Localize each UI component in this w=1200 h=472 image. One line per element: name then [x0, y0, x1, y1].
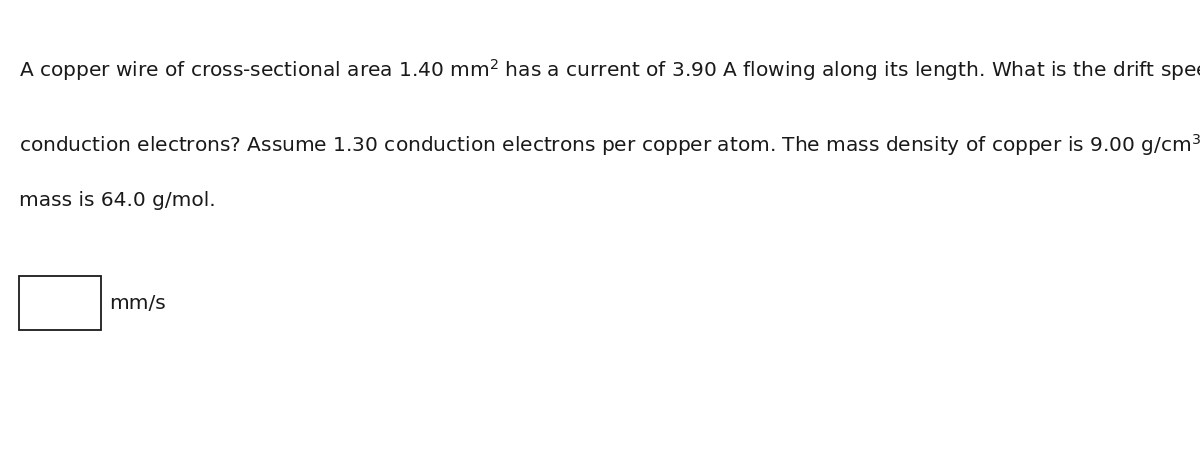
Text: mm/s: mm/s [109, 294, 166, 313]
FancyBboxPatch shape [19, 276, 101, 330]
Text: A copper wire of cross-sectional area 1.40 mm$^{2}$ has a current of 3.90 A flow: A copper wire of cross-sectional area 1.… [19, 57, 1200, 83]
Text: mass is 64.0 g/mol.: mass is 64.0 g/mol. [19, 191, 216, 210]
Text: conduction electrons? Assume 1.30 conduction electrons per copper atom. The mass: conduction electrons? Assume 1.30 conduc… [19, 132, 1200, 158]
